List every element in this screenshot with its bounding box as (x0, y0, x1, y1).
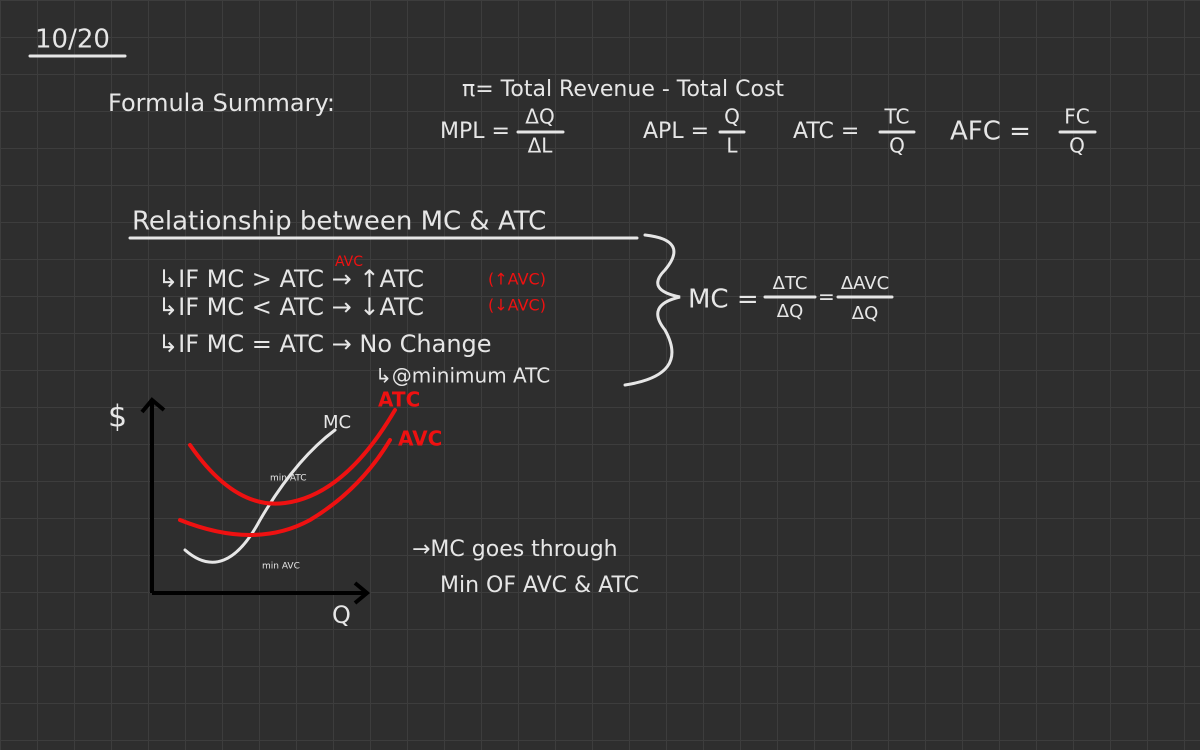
y-label: $ (108, 400, 127, 435)
num: Q (724, 105, 740, 129)
x-label: Q (332, 601, 351, 629)
date: 10/20 (35, 25, 110, 55)
lhs: AFC = (950, 117, 1031, 147)
brace (623, 233, 681, 387)
lhs: MPL = (440, 119, 510, 144)
lhs: APL = (643, 119, 709, 144)
num: FC (1064, 105, 1089, 129)
note: →MC goes through (412, 537, 618, 562)
den: Q (1069, 134, 1085, 158)
rule-note: (↓AVC) (488, 296, 546, 315)
den: ΔL (528, 134, 554, 158)
num: ΔAVC (841, 273, 889, 294)
den: L (726, 134, 738, 158)
note: Min OF AVC & ATC (440, 573, 639, 598)
label: Formula Summary: (108, 89, 335, 117)
fraction: MPL = ΔQ ΔL (440, 105, 565, 158)
avc-label: AVC (398, 427, 442, 451)
den: ΔQ (852, 303, 878, 324)
sub-rule: ↳@minimum ATC (375, 364, 550, 388)
formula: π= Total Revenue - Total Cost (462, 77, 784, 102)
graph: $ Q MC ATC AVC min ATC min AVC (108, 388, 442, 630)
lhs: ATC = (793, 119, 859, 144)
equals: = (818, 285, 835, 309)
num: ΔQ (525, 105, 554, 129)
axes (140, 397, 371, 605)
rule: ↳IF MC > ATC → ↑ATC (158, 265, 424, 293)
min-atc-label: min ATC (270, 474, 307, 484)
den: ΔQ (777, 301, 803, 322)
atc-curve (188, 408, 397, 506)
fraction: AFC = FC Q (950, 105, 1097, 158)
atc-label: ATC (378, 388, 420, 412)
min-avc-label: min AVC (262, 562, 300, 572)
num: TC (883, 105, 909, 129)
fraction: APL = Q L (643, 105, 746, 158)
rule: ↳IF MC < ATC → ↓ATC (158, 293, 424, 321)
rule: ↳IF MC = ATC → No Change (158, 330, 492, 358)
lhs: MC = (688, 285, 759, 315)
rule-note: (↑AVC) (488, 270, 546, 289)
mc-curve (183, 428, 337, 564)
den: Q (889, 134, 905, 158)
mc-formula: MC = ΔTC ΔQ = ΔAVC ΔQ (688, 273, 894, 324)
avc-curve (178, 438, 392, 537)
fraction: ATC = TC Q (793, 105, 916, 158)
mc-label: MC (323, 412, 351, 433)
num: ΔTC (773, 273, 808, 294)
heading: Relationship between MC & ATC (132, 207, 546, 237)
annotation: AVC (335, 254, 363, 270)
